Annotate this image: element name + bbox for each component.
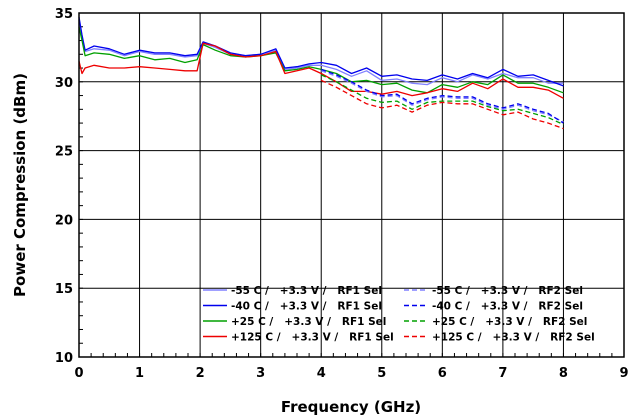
x-tick-label: 1 — [135, 366, 144, 381]
series-line-1 — [78, 19, 564, 86]
y-tick-label: 25 — [55, 145, 73, 160]
legend-label: -40 C / +3.3 V / RF2 Sel — [432, 301, 583, 313]
y-axis-label: Power Compression (dBm) — [11, 73, 29, 297]
x-tick-label: 6 — [438, 366, 447, 381]
y-tick-label: 20 — [55, 213, 73, 228]
series-line-2 — [78, 16, 564, 87]
series-line-8 — [320, 79, 564, 130]
grid-lines — [79, 13, 624, 357]
x-tick-label: 3 — [256, 366, 265, 381]
y-tick-labels: 10 15 20 25 30 35 — [55, 7, 73, 366]
x-tick-label: 2 — [196, 366, 205, 381]
x-tick-label: 7 — [498, 366, 507, 381]
series-line-5 — [320, 70, 564, 123]
series-line-6 — [320, 68, 564, 124]
legend-label: +25 C / +3.3 V / RF1 Sel — [231, 316, 386, 328]
x-tick-label: 0 — [74, 366, 83, 381]
legend-label: -40 C / +3.3 V / RF1 Sel — [231, 301, 382, 313]
x-axis-label: Frequency (GHz) — [281, 398, 421, 416]
x-tick-labels: 0 1 2 3 4 5 6 7 8 9 — [74, 366, 628, 381]
series-line-7 — [320, 74, 564, 126]
series-line-4 — [78, 42, 564, 99]
legend-label: +125 C / +3.3 V / RF2 Sel — [432, 332, 595, 344]
plot-frame — [78, 12, 625, 358]
series-layer — [78, 16, 564, 130]
x-tick-label: 8 — [559, 366, 568, 381]
y-tick-label: 30 — [55, 76, 73, 91]
legend-label: -55 C / +3.3 V / RF2 Sel — [432, 285, 583, 297]
x-tick-label: 9 — [619, 366, 628, 381]
y-tick-label: 35 — [55, 7, 73, 22]
series-line-3 — [78, 26, 564, 94]
y-tick-label: 10 — [55, 351, 73, 366]
legend-label: -55 C / +3.3 V / RF1 Sel — [231, 285, 382, 297]
legend: -55 C / +3.3 V / RF1 Sel -40 C / +3.3 V /… — [203, 285, 595, 344]
x-tick-label: 4 — [317, 366, 326, 381]
legend-label: +125 C / +3.3 V / RF1 Sel — [231, 332, 394, 344]
legend-label: +25 C / +3.3 V / RF2 Sel — [432, 316, 587, 328]
y-tick-label: 15 — [55, 282, 73, 297]
x-tick-label: 5 — [377, 366, 386, 381]
